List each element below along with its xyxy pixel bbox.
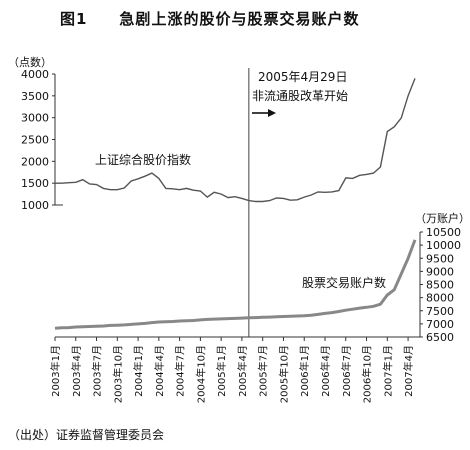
top-y-tick-label: 3000 [21,112,49,125]
series-label-stock-index: 上证综合股价指数 [95,152,191,167]
x-tick-label: 2003年4月 [70,345,83,397]
top-y-tick-label: 4000 [21,68,49,81]
top-y-tick-label: 2000 [21,155,49,168]
x-tick-label: 2006年4月 [319,345,332,397]
x-tick-label: 2004年7月 [174,345,187,397]
x-tick-label: 2004年4月 [153,345,166,397]
x-tick-label: 2003年1月 [49,345,62,397]
source-note: （出处）证券监督管理委员会 [8,428,165,442]
top-y-tick-label: 2500 [21,134,49,147]
bottom-y-tick-label: 10500 [426,226,461,239]
top-y-tick-label: 1000 [21,199,49,212]
x-tick-label: 2003年10月 [111,345,124,403]
x-tick-label: 2006年7月 [340,345,353,397]
x-tick-label: 2007年4月 [402,345,415,397]
annotation-arrow-head [268,109,276,117]
figure-title: 图1 急剧上涨的股价与股票交易账户数 [60,10,360,28]
x-tick-label: 2007年1月 [381,345,394,397]
bottom-y-tick-label: 8500 [426,279,454,292]
top-y-axis-label: （点数） [8,56,52,69]
bottom-y-tick-label: 6500 [426,331,454,344]
axes-layer [54,68,421,338]
x-tick-label: 2004年1月 [132,345,145,397]
series-line-accounts [54,239,417,330]
top-y-tick-label: 3500 [21,90,49,103]
x-tick-label: 2003年7月 [91,345,104,397]
bottom-y-axis-label: （万账户） [415,211,470,225]
annotation-event: 非流通股改革开始 [252,89,348,103]
x-tick-label: 2006年1月 [298,345,311,397]
series-line-stock-index [55,78,416,203]
bottom-y-tick-label: 8000 [426,292,454,305]
bottom-y-tick-label: 10000 [426,239,461,252]
x-tick-label: 2005年10月 [277,345,290,403]
series-label-accounts: 股票交易账户数 [302,275,386,290]
annotation-date: 2005年4月29日 [258,70,347,84]
bottom-y-tick-label: 7500 [426,305,454,318]
series-layer [54,78,417,330]
ticks-layer: 1000 1500 2000 2500 3000 3500 4000（点数） 65007000… [8,56,470,344]
bottom-y-tick-label: 9000 [426,265,454,278]
top-y-tick-label: 1500 [21,177,49,190]
x-tick-label: 2005年1月 [215,345,228,397]
x-tick-label: 2006年10月 [361,345,374,403]
bottom-y-tick-label: 7000 [426,318,454,331]
x-tick-label: 2005年4月 [236,345,249,397]
x-tick-labels: 2003年1月 2003年4月 2003年7月 2003年10月 2004年1月 2004… [49,337,415,403]
x-tick-label: 2004年10月 [194,345,207,403]
x-tick-label: 2005年7月 [257,345,270,397]
bottom-y-tick-label: 9500 [426,252,454,265]
